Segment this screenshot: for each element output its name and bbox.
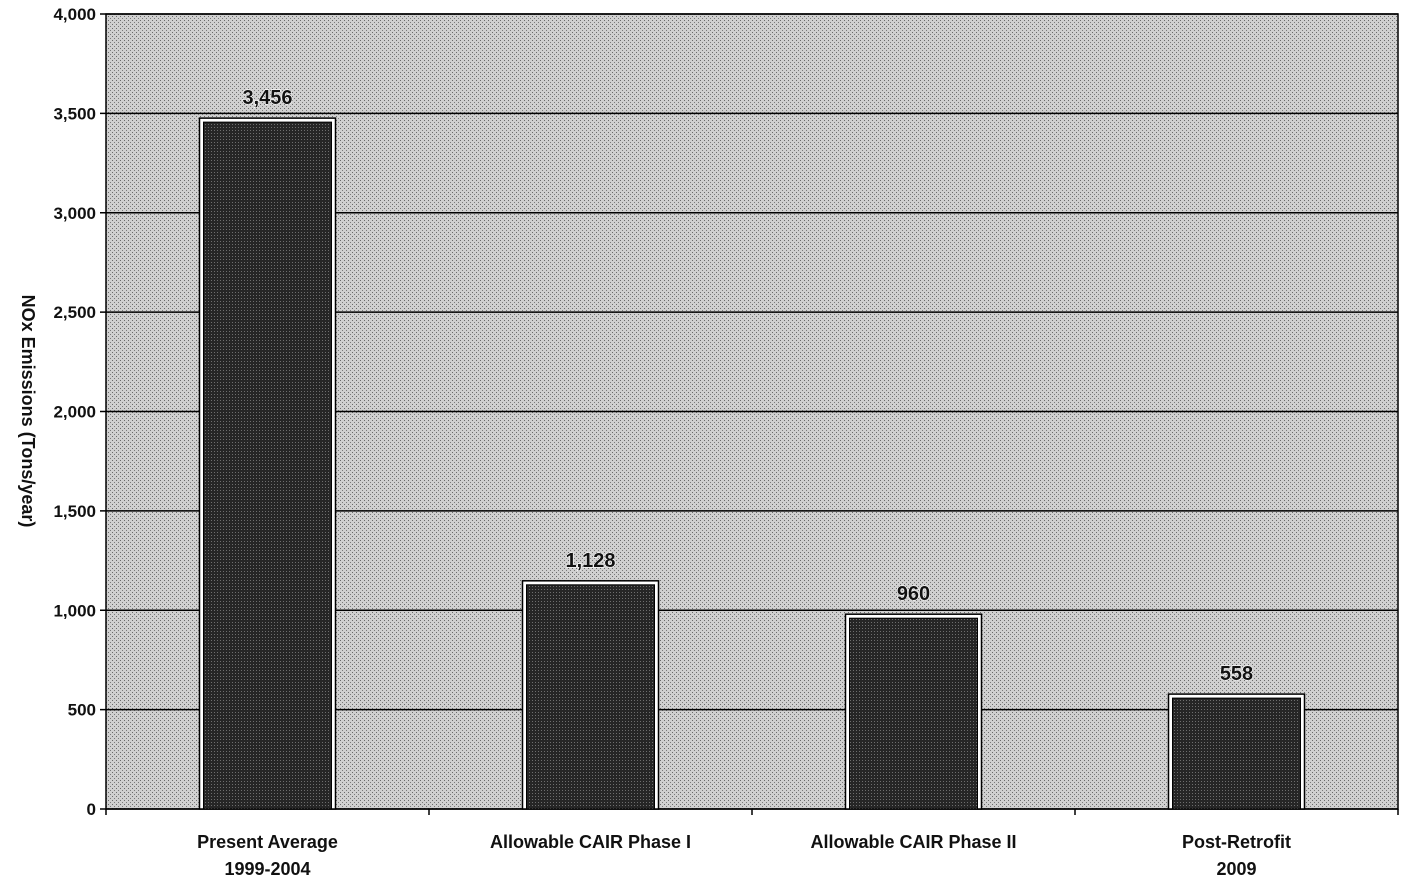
x-tick-label: 2009 — [1216, 859, 1256, 879]
y-axis-label: NOx Emissions (Tons/year) — [18, 295, 38, 528]
data-labels: 3,456 1,128 960 558 — [242, 87, 1254, 686]
bar — [849, 617, 978, 810]
y-tick-label: 500 — [68, 701, 96, 720]
y-tick-label: 3,500 — [53, 104, 96, 123]
data-label: 3,456 — [242, 87, 292, 109]
data-label: 960 — [897, 583, 930, 605]
x-tick-label: Present Average — [197, 832, 338, 852]
y-tick-label: 1,000 — [53, 601, 96, 620]
y-axis-ticks: 0 500 1,000 1,500 2,000 2,500 3,000 3,500 4,000 — [53, 5, 106, 819]
y-tick-label: 2,000 — [53, 403, 96, 422]
x-tick-label: 1999-2004 — [224, 859, 310, 879]
y-tick-label: 3,000 — [53, 204, 96, 223]
x-tick-label: Allowable CAIR Phase I — [490, 832, 691, 852]
y-tick-label: 1,500 — [53, 502, 96, 521]
bars — [198, 117, 1306, 810]
bar — [526, 584, 655, 810]
data-label: 1,128 — [565, 550, 615, 572]
bar — [1172, 697, 1301, 810]
data-label: 558 — [1220, 663, 1253, 685]
x-tick-label: Allowable CAIR Phase II — [810, 832, 1016, 852]
bar — [203, 121, 332, 810]
x-tick-label: Post-Retrofit — [1182, 832, 1291, 852]
y-tick-label: 0 — [87, 800, 96, 819]
y-tick-label: 4,000 — [53, 5, 96, 24]
x-axis-ticks: Present Average 1999-2004 Allowable CAIR P… — [105, 809, 1399, 879]
y-tick-label: 2,500 — [53, 303, 96, 322]
